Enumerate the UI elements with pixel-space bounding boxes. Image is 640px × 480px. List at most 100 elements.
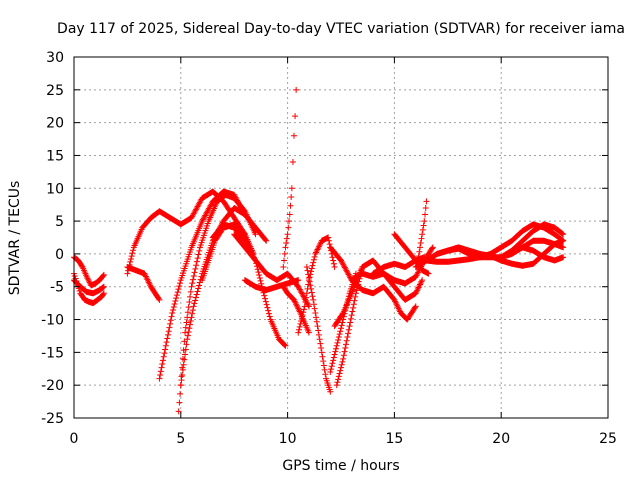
data-point <box>352 293 359 300</box>
data-point <box>294 304 301 311</box>
data-point <box>296 323 303 330</box>
data-point <box>155 295 162 302</box>
data-point <box>84 275 91 282</box>
data-point <box>305 302 312 309</box>
data-point <box>334 339 341 346</box>
data-point <box>262 295 269 302</box>
data-point <box>182 351 189 358</box>
data-point <box>393 301 400 308</box>
data-point <box>166 324 173 331</box>
data-point <box>353 287 360 294</box>
data-point <box>338 364 344 371</box>
data-point <box>305 271 312 278</box>
series-arc-7 <box>175 191 259 415</box>
data-point <box>262 236 269 243</box>
data-point <box>319 353 326 360</box>
data-point <box>417 239 424 246</box>
data-point <box>142 273 149 280</box>
data-point <box>394 304 401 311</box>
data-point <box>345 326 352 333</box>
data-point <box>192 265 199 272</box>
data-point <box>422 204 429 211</box>
data-point <box>336 331 343 338</box>
data-point <box>255 269 262 276</box>
data-point <box>85 276 92 283</box>
data-point <box>196 282 203 289</box>
y-tick-label: -20 <box>41 378 64 394</box>
data-point <box>190 303 197 310</box>
data-point <box>295 305 302 312</box>
data-point <box>331 264 338 271</box>
data-point <box>395 305 402 312</box>
data-point <box>340 352 347 359</box>
data-point <box>162 346 169 353</box>
data-point <box>158 364 165 371</box>
data-point <box>316 242 323 249</box>
data-point <box>177 280 184 287</box>
series-arc-21 <box>348 244 436 287</box>
data-point <box>156 296 163 303</box>
data-point <box>178 377 185 384</box>
data-point <box>100 283 107 290</box>
data-point <box>318 344 325 351</box>
data-point <box>333 382 340 389</box>
data-point <box>167 317 174 324</box>
data-point <box>161 350 168 357</box>
data-point <box>189 310 196 317</box>
data-point <box>187 318 194 325</box>
data-point <box>262 298 269 305</box>
data-point <box>266 313 273 320</box>
data-point <box>341 348 348 355</box>
x-tick-label: 10 <box>279 431 297 447</box>
axis-ticks: 0 5 10 15 20 25 -25 -20 -15 -10 -5 0 5 10 15 20 25 30 <box>41 50 617 447</box>
data-point <box>342 341 349 348</box>
data-point <box>187 288 194 295</box>
data-point <box>412 303 419 310</box>
series-arc-16 <box>303 264 334 395</box>
data-point <box>265 307 272 314</box>
data-point <box>99 284 106 291</box>
series-arc-3 <box>71 277 107 297</box>
data-point <box>177 382 184 389</box>
data-point <box>171 301 178 308</box>
series-arc-12 <box>241 277 302 294</box>
y-tick-label: -15 <box>41 345 64 361</box>
series-arc-5 <box>124 264 163 303</box>
data-point <box>83 273 90 280</box>
series-arc-27 <box>434 237 567 269</box>
data-point <box>415 253 422 260</box>
data-point <box>425 270 432 277</box>
data-point <box>320 358 327 365</box>
data-point <box>317 340 324 347</box>
data-point <box>328 366 335 373</box>
data-point <box>124 270 131 277</box>
data-point <box>286 218 293 225</box>
data-point <box>335 334 342 341</box>
data-point <box>307 282 314 289</box>
data-points <box>71 86 567 415</box>
data-point <box>196 247 203 254</box>
data-point <box>194 288 201 295</box>
data-point <box>422 211 429 218</box>
series-arc-23 <box>391 231 432 277</box>
x-tick-label: 25 <box>599 431 617 447</box>
data-point <box>175 286 182 293</box>
y-tick-label: 0 <box>55 247 64 263</box>
data-point <box>143 274 150 281</box>
data-point <box>308 289 315 296</box>
data-point <box>190 272 197 279</box>
data-point <box>174 289 181 296</box>
data-point <box>417 244 424 251</box>
data-point <box>179 355 186 362</box>
data-point <box>256 274 263 281</box>
data-point <box>310 296 317 303</box>
data-point <box>179 366 186 373</box>
data-point <box>281 341 288 348</box>
data-point <box>308 285 315 292</box>
data-point <box>261 292 268 299</box>
data-point <box>302 299 309 306</box>
data-point <box>293 301 300 308</box>
data-point <box>308 268 315 275</box>
data-point <box>339 319 346 326</box>
series-arc-14 <box>280 283 312 336</box>
